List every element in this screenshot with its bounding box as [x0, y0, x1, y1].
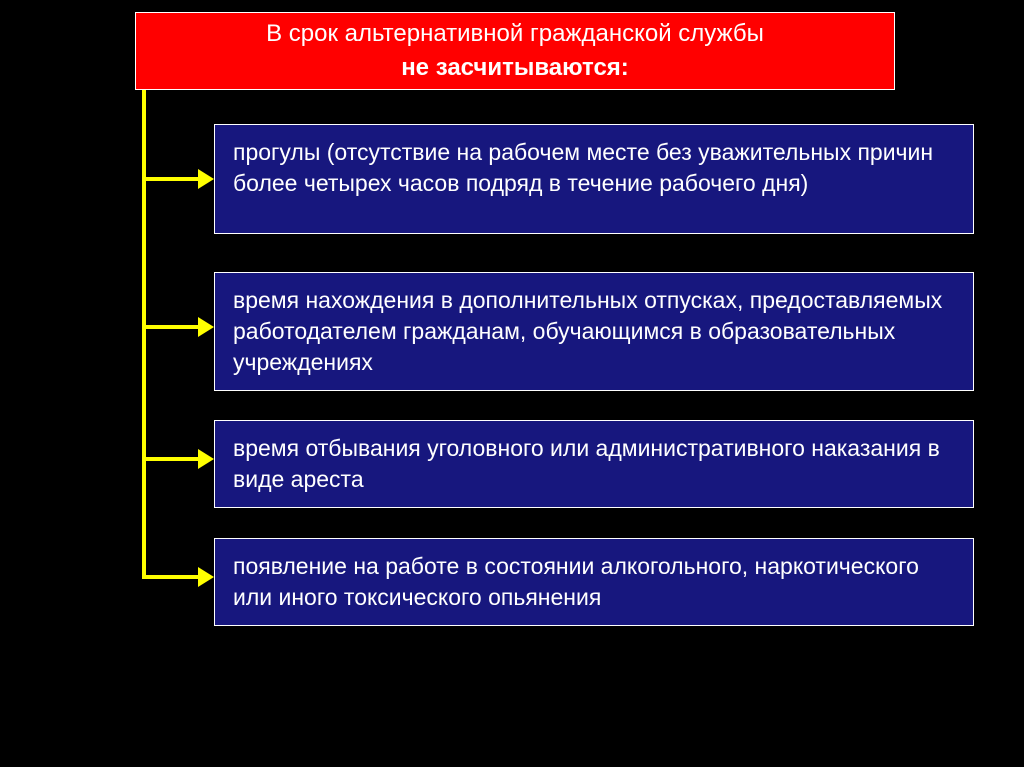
arrow-icon-4: [198, 567, 214, 587]
header-line1: В срок альтернативной гражданской службы: [266, 17, 764, 51]
connector-h-4: [142, 575, 198, 579]
arrow-icon-3: [198, 449, 214, 469]
info-box-3: время отбывания уголовного или администр…: [214, 420, 974, 508]
info-box-1: прогулы (отсутствие на рабочем месте без…: [214, 124, 974, 234]
arrow-icon-2: [198, 317, 214, 337]
connector-h-2: [142, 325, 198, 329]
info-box-4: появление на работе в состоянии алкоголь…: [214, 538, 974, 626]
info-box-2: время нахождения в дополнительных отпуск…: [214, 272, 974, 391]
arrow-icon-1: [198, 169, 214, 189]
connector-h-3: [142, 457, 198, 461]
header-banner: В срок альтернативной гражданской службы…: [135, 12, 895, 90]
connector-h-1: [142, 177, 198, 181]
header-line2: не засчитываются:: [401, 51, 629, 85]
connector-vertical: [142, 90, 146, 579]
